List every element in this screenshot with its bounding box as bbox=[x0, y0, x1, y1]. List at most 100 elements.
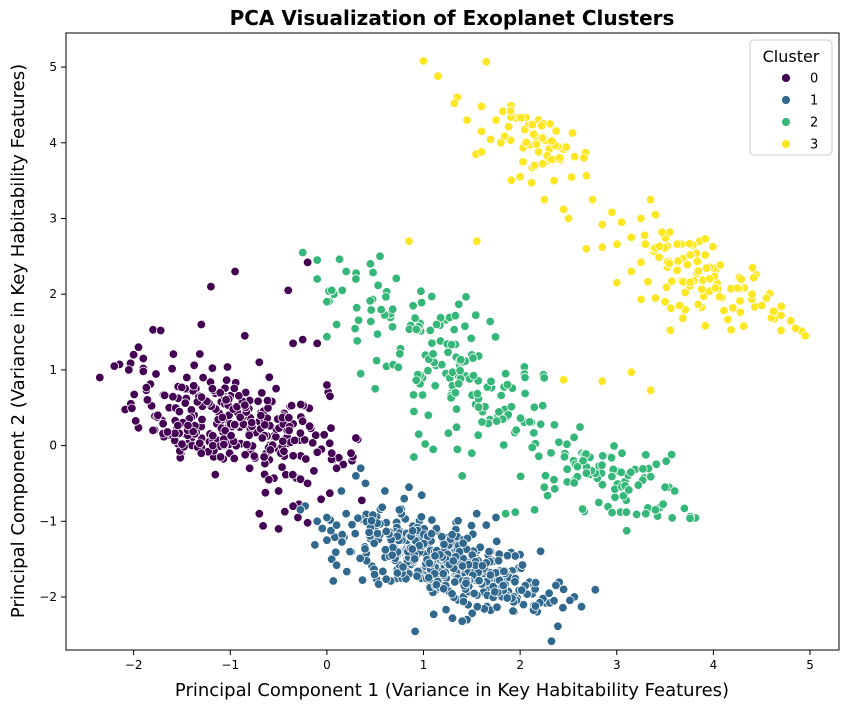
cluster-3-point bbox=[616, 217, 627, 228]
cluster-0-point bbox=[280, 507, 290, 517]
cluster-2-point bbox=[515, 413, 526, 423]
cluster-1-point bbox=[518, 599, 529, 610]
cluster-2-point bbox=[443, 428, 454, 438]
cluster-3-point bbox=[654, 241, 665, 252]
cluster-2-point bbox=[298, 247, 308, 258]
cluster-3-point bbox=[661, 282, 672, 293]
cluster-1-point bbox=[448, 556, 459, 566]
cluster-3-point bbox=[697, 284, 707, 295]
cluster-2-point bbox=[546, 448, 556, 458]
cluster-3-point bbox=[569, 151, 580, 162]
cluster-1-point bbox=[549, 596, 559, 606]
cluster-0-point bbox=[304, 421, 315, 431]
cluster-1-point bbox=[387, 550, 397, 561]
cluster-0-point bbox=[151, 369, 161, 379]
cluster-3-point bbox=[476, 126, 487, 137]
cluster-1-point bbox=[502, 550, 513, 561]
cluster-3-point bbox=[558, 204, 569, 215]
cluster-2-point bbox=[430, 381, 440, 391]
cluster-1-point bbox=[466, 520, 477, 531]
cluster-3-point bbox=[516, 112, 526, 123]
cluster-2-point bbox=[502, 379, 513, 390]
cluster-2-point bbox=[416, 297, 427, 308]
cluster-2-point bbox=[511, 425, 521, 435]
cluster-2-point bbox=[408, 390, 419, 400]
cluster-2-point bbox=[409, 406, 419, 417]
cluster-2-point bbox=[381, 292, 391, 302]
cluster-2-point bbox=[312, 255, 322, 265]
cluster-0-point bbox=[167, 364, 177, 374]
cluster-0-point bbox=[215, 388, 225, 398]
cluster-0-point bbox=[229, 453, 240, 464]
cluster-2-point bbox=[658, 499, 668, 509]
cluster-0-point bbox=[249, 451, 260, 461]
cluster-2-point bbox=[337, 285, 348, 296]
cluster-3-point bbox=[708, 241, 718, 252]
cluster-3-point bbox=[726, 325, 736, 335]
cluster-1-point bbox=[336, 486, 347, 496]
cluster-2-point bbox=[409, 452, 419, 462]
cluster-2-point bbox=[485, 316, 495, 327]
cluster-1-point bbox=[331, 520, 342, 530]
cluster-1-point bbox=[337, 537, 347, 547]
cluster-0-point bbox=[273, 486, 284, 496]
cluster-3-point bbox=[521, 137, 531, 148]
cluster-3-point bbox=[664, 258, 675, 269]
cluster-1-point bbox=[546, 636, 557, 646]
cluster-2-point bbox=[350, 323, 360, 334]
cluster-1-point bbox=[381, 526, 392, 537]
cluster-3-point bbox=[719, 305, 729, 316]
cluster-3-point bbox=[563, 213, 574, 224]
cluster-2-point bbox=[622, 526, 632, 536]
cluster-0-point bbox=[168, 392, 178, 402]
cluster-2-point bbox=[420, 439, 430, 449]
cluster-3-point bbox=[654, 252, 664, 262]
cluster-2-point bbox=[539, 373, 549, 383]
cluster-2-point bbox=[578, 456, 588, 466]
cluster-0-point bbox=[271, 383, 281, 394]
cluster-2-point bbox=[452, 444, 463, 455]
legend-title: Cluster bbox=[763, 47, 820, 66]
cluster-3-point bbox=[597, 219, 608, 230]
cluster-3-point bbox=[472, 236, 482, 246]
cluster-2-point bbox=[425, 325, 436, 336]
cluster-1-point bbox=[431, 580, 442, 590]
cluster-2-point bbox=[334, 254, 345, 264]
cluster-1-point bbox=[493, 556, 504, 566]
cluster-3-point bbox=[476, 101, 487, 112]
cluster-3-point bbox=[776, 301, 787, 312]
cluster-1-point bbox=[508, 606, 518, 616]
cluster-3-point bbox=[449, 98, 460, 109]
cluster-0-point bbox=[128, 350, 139, 360]
cluster-3-point bbox=[674, 300, 685, 311]
cluster-2-point bbox=[646, 472, 656, 482]
cluster-0-point bbox=[129, 389, 139, 400]
y-tick-label: 0 bbox=[49, 439, 57, 453]
cluster-2-point bbox=[624, 485, 634, 495]
cluster-2-point bbox=[529, 505, 540, 515]
cluster-1-point bbox=[369, 569, 380, 580]
cluster-2-point bbox=[594, 497, 604, 508]
cluster-1-point bbox=[510, 577, 520, 587]
cluster-1-point bbox=[491, 512, 501, 523]
cluster-2-point bbox=[473, 430, 483, 440]
cluster-2-point bbox=[538, 400, 548, 411]
cluster-0-point bbox=[162, 427, 173, 437]
cluster-3-point bbox=[715, 260, 726, 270]
cluster-2-point bbox=[327, 285, 337, 296]
cluster-2-point bbox=[569, 432, 579, 443]
cluster-0-point bbox=[168, 349, 179, 359]
cluster-2-point bbox=[468, 370, 479, 381]
cluster-3-point bbox=[680, 287, 690, 298]
x-tick-label: 5 bbox=[806, 658, 814, 672]
cluster-0-point bbox=[260, 488, 271, 498]
cluster-0-point bbox=[288, 451, 298, 461]
cluster-3-point bbox=[547, 136, 557, 146]
cluster-3-point bbox=[551, 126, 561, 136]
cluster-1-point bbox=[373, 579, 384, 589]
cluster-2-point bbox=[534, 451, 544, 462]
cluster-0-point bbox=[235, 412, 245, 423]
cluster-2-point bbox=[461, 292, 471, 302]
cluster-0-point bbox=[189, 360, 199, 371]
cluster-1-point bbox=[438, 569, 448, 579]
